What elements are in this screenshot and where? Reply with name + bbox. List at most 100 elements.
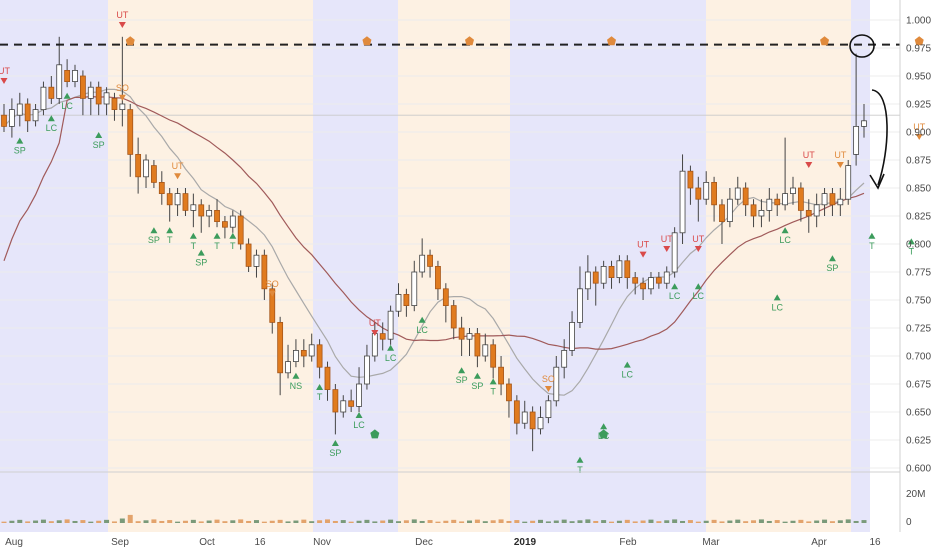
volume-bar — [616, 520, 622, 523]
candle-body — [561, 349, 568, 368]
y-tick-label: 0.750 — [906, 296, 931, 307]
up-triangle — [63, 92, 71, 99]
signal-label: SP — [14, 146, 26, 156]
candle-body — [48, 86, 55, 99]
candlesticks — [1, 36, 867, 452]
volume-bar — [577, 520, 583, 523]
signal-marker: LC — [416, 316, 428, 335]
pentagon-marker — [914, 36, 924, 46]
candle-body — [695, 187, 702, 200]
up-triangle — [292, 372, 300, 379]
candle-body — [584, 271, 591, 290]
signal-label: SP — [93, 140, 105, 150]
candle-body — [774, 198, 781, 206]
up-triangle — [907, 238, 915, 245]
volume-bar — [411, 519, 417, 523]
candle-body — [458, 327, 465, 340]
volume-bar — [9, 520, 15, 523]
volume-bar — [285, 521, 291, 523]
up-triangle — [576, 456, 584, 463]
signal-marker: LC — [669, 283, 681, 301]
candle-body — [600, 265, 607, 284]
candle-body — [845, 165, 852, 200]
candle-body — [182, 193, 189, 211]
signal-marker: T — [907, 238, 915, 256]
signal-marker: UT — [116, 10, 129, 28]
candle-body — [734, 187, 741, 200]
volume-bar — [25, 521, 31, 523]
signal-marker: T — [213, 232, 221, 251]
candle-body — [427, 254, 433, 267]
signal-label: T — [490, 386, 496, 396]
candle-body — [277, 321, 284, 374]
signal-marker: UT — [172, 161, 184, 180]
candle-body — [300, 349, 307, 357]
up-triangle — [47, 115, 55, 122]
candle-body — [190, 204, 197, 211]
candle-body — [32, 109, 39, 122]
volume-bar — [443, 520, 449, 523]
up-triangle — [828, 255, 836, 262]
signal-label: LC — [622, 370, 634, 380]
candle-body — [553, 366, 560, 402]
volume-bar — [40, 519, 46, 523]
pentagon-marker — [125, 36, 135, 46]
signal-marker: LC — [46, 115, 58, 133]
signal-marker: SP — [14, 137, 26, 156]
volume-bar — [175, 521, 181, 523]
down-triangle — [268, 290, 276, 297]
candle-body — [151, 165, 157, 183]
volume-bar — [798, 519, 804, 523]
volume-bar — [711, 519, 717, 523]
candle-body — [293, 349, 299, 362]
short-moving-average-line — [3, 88, 865, 396]
candle-body — [482, 344, 489, 357]
signal-label: SP — [456, 375, 468, 385]
candle-body — [608, 265, 615, 278]
volume-bar — [190, 519, 196, 523]
candle-body — [498, 366, 504, 385]
candle-body — [24, 103, 31, 122]
signal-label: T — [230, 241, 236, 251]
candle-body — [348, 400, 355, 407]
up-triangle — [694, 283, 702, 290]
volume-bar — [743, 521, 749, 523]
signal-marker: SP — [826, 255, 838, 273]
volume-bar — [403, 520, 409, 523]
candle-body — [616, 260, 623, 278]
candle-body — [158, 181, 165, 194]
volume-bar — [751, 520, 757, 523]
volume-bar — [167, 520, 173, 523]
volume-bar — [119, 518, 125, 523]
signal-label: SP — [471, 381, 483, 391]
signal-label: T — [909, 246, 915, 256]
volume-bar — [640, 520, 646, 523]
candle-body — [269, 288, 276, 323]
signal-marker: LC — [693, 283, 705, 301]
candle-body — [103, 92, 110, 105]
volume-bar — [845, 519, 851, 523]
candle-body — [16, 103, 23, 116]
candle-body — [719, 204, 725, 223]
long-moving-average-line — [3, 95, 865, 350]
volume-bar — [672, 519, 678, 523]
volume-bar — [277, 519, 283, 523]
volume-bar — [253, 520, 259, 523]
volume-bar — [17, 519, 23, 523]
volume-bar — [317, 520, 323, 523]
candle-body — [237, 215, 244, 245]
volume-bar — [395, 521, 401, 523]
signal-marker: UT — [834, 150, 847, 168]
moving-averages — [3, 88, 865, 396]
volume-bar — [56, 520, 62, 523]
signal-marker: UT — [637, 240, 650, 258]
signal-label: UT — [116, 10, 128, 20]
signal-marker: LC — [353, 412, 365, 430]
volume-bar — [474, 519, 480, 523]
candle-body — [711, 181, 717, 206]
up-triangle — [166, 227, 174, 234]
candle-body — [861, 120, 867, 127]
signal-marker: SP — [93, 132, 105, 150]
signal-marker: SO — [116, 83, 129, 101]
